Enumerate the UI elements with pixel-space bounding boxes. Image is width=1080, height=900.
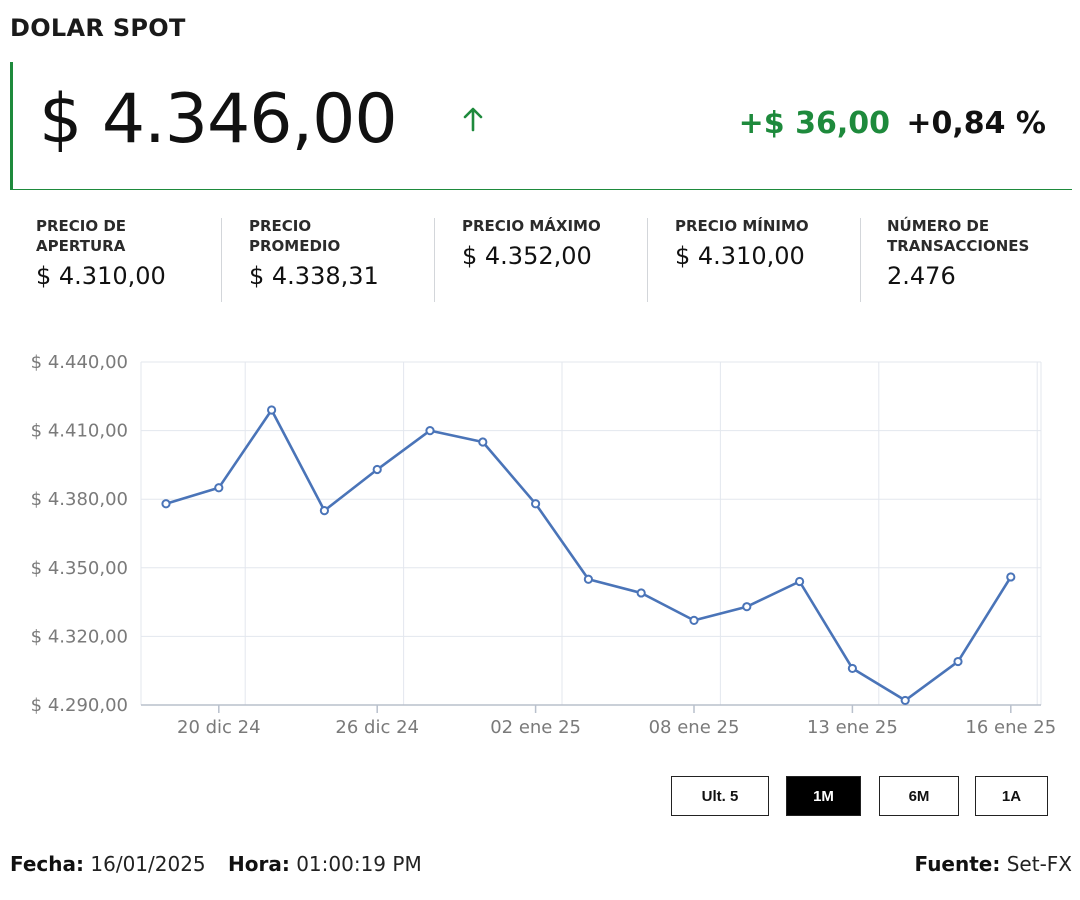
data-point <box>636 588 646 598</box>
stats-row: PRECIO DE APERTURA $ 4.310,00 PRECIO PROME… <box>36 216 1076 306</box>
y-tick-label: $ 4.440,00 <box>31 352 128 373</box>
data-point <box>531 499 541 509</box>
range-button-1m[interactable]: 1M <box>786 776 861 816</box>
data-point <box>425 426 435 436</box>
stat-divider <box>221 218 222 302</box>
data-point <box>900 695 910 706</box>
data-point <box>267 405 277 415</box>
quote-panel: $ 4.346,00 +$ 36,00 +0,84 % <box>10 62 1072 190</box>
data-point <box>795 576 805 587</box>
hora-label: Hora: <box>228 852 290 876</box>
stat-label: PRECIO PROMEDIO <box>249 217 341 255</box>
footer-time: Hora: 01:00:19 PM <box>228 852 422 876</box>
fecha-label: Fecha: <box>10 852 85 876</box>
stat-value: $ 4.352,00 <box>462 242 592 270</box>
data-point <box>372 464 382 475</box>
data-point <box>742 602 752 612</box>
data-point <box>319 506 329 516</box>
data-point <box>847 663 858 674</box>
stat-label: NÚMERO DE TRANSACCIONES <box>887 217 1030 255</box>
y-tick-label: $ 4.410,00 <box>31 421 128 442</box>
change-absolute: +$ 36,00 <box>738 106 890 141</box>
fuente-label: Fuente: <box>914 852 1001 876</box>
footer-date: Fecha: 16/01/2025 <box>10 852 206 876</box>
x-tick-label: 13 ene 25 <box>807 717 898 738</box>
range-button-1a[interactable]: 1A <box>975 776 1048 816</box>
stat-maximo: PRECIO MÁXIMO $ 4.352,00 <box>462 216 642 302</box>
stat-transacciones: NÚMERO DE TRANSACCIONES 2.476 <box>887 216 1072 302</box>
hora-value: 01:00:19 PM <box>296 852 422 876</box>
range-button-6m[interactable]: 6M <box>879 776 959 816</box>
stat-apertura: PRECIO DE APERTURA $ 4.310,00 <box>36 216 216 302</box>
y-tick-label: $ 4.290,00 <box>31 695 128 716</box>
stat-value: $ 4.310,00 <box>36 262 166 290</box>
data-point <box>214 483 224 493</box>
y-tick-label: $ 4.350,00 <box>31 558 128 579</box>
stat-label: PRECIO MÁXIMO <box>462 217 601 235</box>
change-percent: +0,84 % <box>906 106 1046 141</box>
stat-value: 2.476 <box>887 262 956 290</box>
series-line <box>165 408 1012 702</box>
stat-divider <box>647 218 648 302</box>
x-tick-label: 26 dic 24 <box>335 717 419 738</box>
range-button-ult5[interactable]: Ult. 5 <box>671 776 769 816</box>
stat-value: $ 4.310,00 <box>675 242 805 270</box>
data-point <box>689 615 699 625</box>
x-tick-label: 16 ene 25 <box>965 717 1056 738</box>
current-price: $ 4.346,00 <box>39 80 398 159</box>
data-point <box>161 499 171 509</box>
stat-value: $ 4.338,31 <box>249 262 379 290</box>
price-line-chart: $ 4.290,00 $ 4.320,00 $ 4.350,00 $ 4.380,00… <box>31 352 1057 738</box>
x-tick-label: 20 dic 24 <box>177 717 261 738</box>
data-point <box>478 437 488 447</box>
footer-source: Fuente: Set-FX <box>915 852 1072 876</box>
y-tick-label: $ 4.320,00 <box>31 626 128 647</box>
fuente-value: Set-FX <box>1006 852 1072 876</box>
x-tick-label: 08 ene 25 <box>649 717 740 738</box>
data-point <box>1006 572 1016 582</box>
data-point <box>953 656 963 667</box>
page-title: DOLAR SPOT <box>10 14 186 42</box>
x-tick-label: 02 ene 25 <box>490 717 581 738</box>
y-tick-label: $ 4.380,00 <box>31 489 128 510</box>
fecha-value: 16/01/2025 <box>90 852 206 876</box>
stat-divider <box>860 218 861 302</box>
data-point <box>583 574 594 584</box>
stat-label: PRECIO MÍNIMO <box>675 217 809 235</box>
stat-label: PRECIO DE APERTURA <box>36 217 127 255</box>
stat-promedio: PRECIO PROMEDIO $ 4.338,31 <box>249 216 429 302</box>
stat-minimo: PRECIO MÍNIMO $ 4.310,00 <box>675 216 855 302</box>
stat-divider <box>434 218 435 302</box>
arrow-up-icon <box>461 106 485 138</box>
